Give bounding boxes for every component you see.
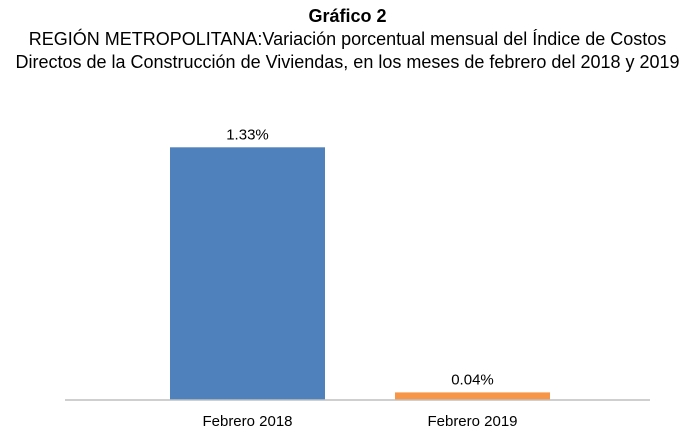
bar [395,392,550,400]
header: Gráfico 2 REGIÓN METROPOLITANA:Variación… [0,4,695,74]
bar [170,147,325,400]
x-tick-label: Febrero 2018 [202,413,292,430]
chart-subtitle: REGIÓN METROPOLITANA:Variación porcentua… [15,29,680,72]
data-label: 0.04% [451,371,494,388]
chart-title: Gráfico 2 [308,6,387,26]
data-label: 1.33% [226,126,269,143]
x-tick-label: Febrero 2019 [427,413,517,430]
